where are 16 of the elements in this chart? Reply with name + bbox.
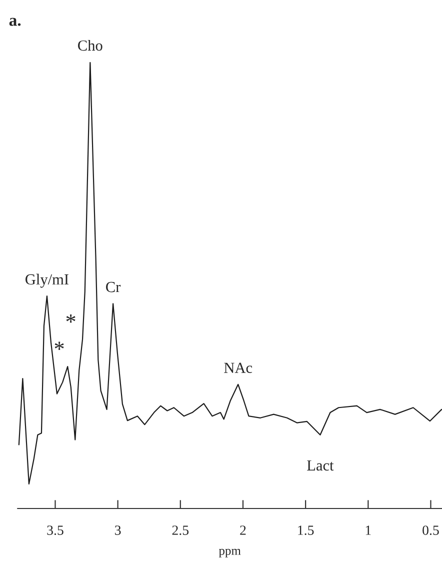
x-tick-label: 2.5 xyxy=(172,526,189,535)
x-tick-label: 0.5 xyxy=(422,526,439,535)
annotation: Lact xyxy=(307,460,334,471)
annotation: Cr xyxy=(106,282,121,292)
annotation: Gly/mI xyxy=(26,274,68,288)
x-tick-label: 1 xyxy=(366,526,371,535)
x-tick-label: 1.5 xyxy=(298,526,314,535)
x-tick-label: 3 xyxy=(115,526,121,535)
annotation: * xyxy=(66,314,76,323)
annotation: * xyxy=(54,342,64,350)
chart-title: a. xyxy=(9,18,21,26)
x-axis-title: ppm xyxy=(218,548,241,558)
annotation: NAc xyxy=(224,362,252,373)
x-tick-label: 3.5 xyxy=(47,526,64,535)
annotation: Cho xyxy=(78,40,102,51)
x-tick-label: 2 xyxy=(240,526,246,535)
